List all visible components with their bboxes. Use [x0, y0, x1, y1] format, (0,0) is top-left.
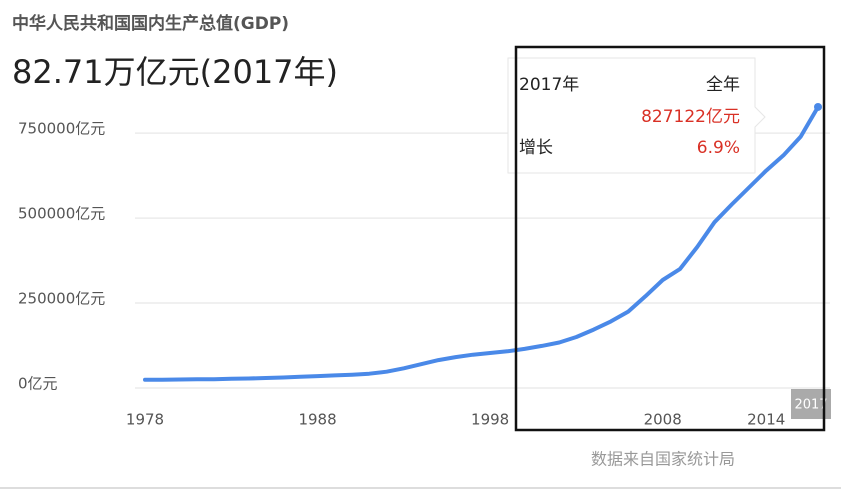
headline: 82.71万亿元(2017年) [12, 53, 338, 91]
end-point [814, 102, 822, 111]
x-tick-label: 2008 [644, 411, 682, 429]
y-tick-label: 0亿元 [18, 375, 58, 393]
tooltip: 2017年 全年 827122亿元 增长 6.9% [507, 57, 766, 174]
y-tick-label: 250000亿元 [18, 290, 105, 308]
tooltip-box [507, 57, 766, 174]
x-tick-label: 1978 [126, 411, 164, 429]
x-highlight-label: 2017 [794, 398, 827, 413]
x-tick-label: 1998 [471, 411, 509, 429]
tooltip-year: 2017年 [519, 75, 579, 95]
x-tick-label: 1988 [298, 411, 336, 429]
tooltip-value: 827122亿元 [641, 107, 740, 127]
source: 数据来自国家统计局 [591, 450, 735, 469]
y-tick-label: 750000亿元 [18, 120, 105, 138]
y-tick-label: 500000亿元 [18, 205, 105, 223]
plot: 0亿元 250000亿元 500000亿元 750000亿元 1978 1988 1998 2… [18, 102, 831, 429]
chart-title: 中华人民共和国国内生产总值(GDP) [12, 13, 289, 34]
tooltip-growth-label: 增长 [519, 138, 553, 158]
gdp-line [143, 105, 820, 382]
x-tick-label: 2014 [747, 411, 785, 429]
tooltip-growth: 6.9% [697, 138, 740, 158]
highlight-frame [514, 45, 826, 432]
tooltip-period: 全年 [706, 75, 740, 95]
